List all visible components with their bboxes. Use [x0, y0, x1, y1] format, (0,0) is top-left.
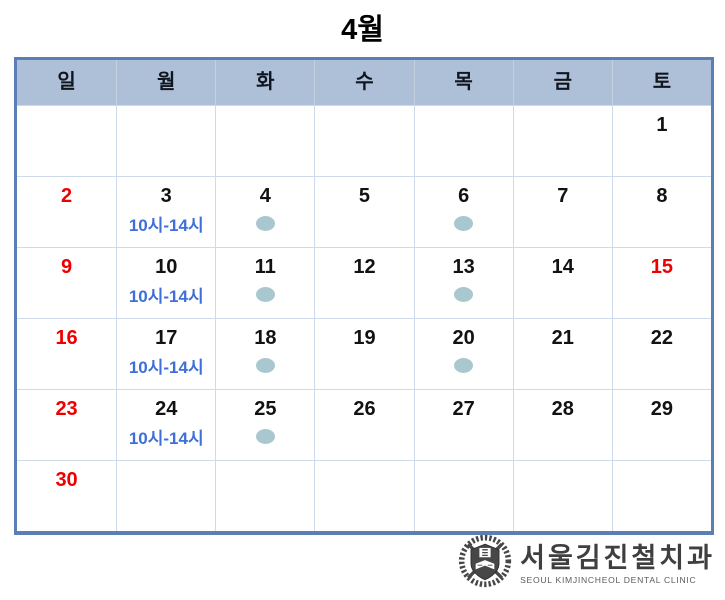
clinic-name-korean: 서울김진철치과 [520, 542, 715, 573]
day-cell-21: 21 [512, 318, 612, 389]
clinic-hours-note: 10시-14시 [128, 358, 204, 377]
day-cell-4: 4 [215, 176, 315, 247]
day-cell-empty [611, 460, 711, 531]
day-cell-3: 3 10시-14시 [116, 176, 216, 247]
day-cell-empty [512, 105, 612, 176]
day-cell-9: 9 [17, 247, 117, 318]
day-cell-empty [17, 105, 117, 176]
date-number: 2 [61, 185, 73, 207]
weekday-header-5: 금 [512, 60, 612, 105]
day-cell-empty [413, 105, 513, 176]
day-cell-24: 24 10시-14시 [116, 389, 216, 460]
clinic-name-block: 서울김진철치과 SEOUL KIMJINCHEOL DENTAL CLINIC [520, 543, 715, 585]
date-number: 16 [55, 327, 78, 349]
clinic-crest-icon [457, 533, 513, 594]
day-cell-20: 20 [413, 318, 513, 389]
day-cell-12: 12 [314, 247, 414, 318]
date-number: 25 [254, 398, 277, 420]
calendar-grid: 1 2 3 10시-14시 4 5 6 7 8 9 10 10시-14시 11 12 13 14 15 16 17 1… [17, 105, 711, 531]
date-number: 26 [353, 398, 376, 420]
date-number: 20 [452, 327, 475, 349]
day-cell-15: 15 [611, 247, 711, 318]
date-number: 18 [254, 327, 277, 349]
weekday-header-1: 월 [116, 60, 215, 105]
day-cell-14: 14 [512, 247, 612, 318]
schedule-dot [255, 358, 275, 373]
date-number: 28 [551, 398, 574, 420]
date-number: 14 [551, 256, 574, 278]
day-cell-10: 10 10시-14시 [116, 247, 216, 318]
clinic-hours-note: 10시-14시 [128, 287, 204, 306]
schedule-dot [454, 287, 474, 302]
date-number: 1 [656, 114, 668, 136]
day-cell-18: 18 [215, 318, 315, 389]
day-cell-25: 25 [215, 389, 315, 460]
day-cell-22: 22 [611, 318, 711, 389]
day-cell-16: 16 [17, 318, 117, 389]
day-cell-17: 17 10시-14시 [116, 318, 216, 389]
date-number: 4 [259, 185, 271, 207]
date-number: 5 [358, 185, 371, 207]
day-cell-30: 30 [17, 460, 117, 531]
date-number: 27 [452, 398, 475, 420]
weekday-header-4: 목 [413, 60, 513, 105]
schedule-dot [255, 429, 275, 444]
weekday-header-2: 화 [215, 60, 314, 105]
day-cell-empty [116, 460, 216, 531]
day-cell-empty [512, 460, 612, 531]
date-number: 12 [353, 256, 376, 278]
day-cell-6: 6 [413, 176, 513, 247]
date-number: 11 [254, 256, 276, 278]
clinic-hours-note: 10시-14시 [128, 429, 204, 448]
date-number: 7 [557, 185, 569, 207]
day-cell-5: 5 [314, 176, 414, 247]
date-number: 17 [155, 327, 178, 349]
date-number: 6 [458, 185, 470, 207]
schedule-dot [454, 358, 474, 373]
date-number: 8 [656, 185, 668, 207]
day-cell-29: 29 [611, 389, 711, 460]
day-cell-27: 27 [413, 389, 513, 460]
day-cell-empty [215, 105, 315, 176]
date-number: 9 [61, 256, 73, 278]
weekday-header-3: 수 [314, 60, 413, 105]
date-number: 3 [160, 185, 172, 207]
date-number: 30 [55, 469, 78, 491]
clinic-logo: 서울김진철치과 SEOUL KIMJINCHEOL DENTAL CLINIC [457, 533, 715, 594]
schedule-dot [255, 216, 275, 231]
day-cell-11: 11 [215, 247, 315, 318]
day-cell-empty [314, 105, 414, 176]
day-cell-empty [215, 460, 315, 531]
day-cell-empty [116, 105, 216, 176]
calendar-month-title: 4월 [341, 14, 384, 46]
date-number: 10 [155, 256, 178, 278]
schedule-dot [454, 216, 474, 231]
date-number: 13 [452, 256, 475, 278]
date-number: 29 [650, 398, 674, 420]
date-number: 24 [155, 398, 178, 420]
day-cell-26: 26 [314, 389, 414, 460]
day-cell-23: 23 [17, 389, 117, 460]
day-cell-7: 7 [512, 176, 612, 247]
day-cell-19: 19 [314, 318, 414, 389]
day-cell-2: 2 [17, 176, 117, 247]
date-number: 19 [353, 327, 376, 349]
day-cell-1: 1 [611, 105, 711, 176]
schedule-dot [255, 287, 275, 302]
date-number: 15 [650, 256, 674, 278]
weekday-header-0: 일 [57, 71, 76, 93]
day-cell-empty [314, 460, 414, 531]
day-cell-28: 28 [512, 389, 612, 460]
day-cell-8: 8 [611, 176, 711, 247]
date-number: 21 [551, 327, 574, 349]
weekday-header-6: 토 [611, 60, 711, 105]
clinic-name-english: SEOUL KIMJINCHEOL DENTAL CLINIC [520, 574, 697, 585]
date-number: 22 [650, 327, 674, 349]
clinic-hours-note: 10시-14시 [128, 216, 204, 235]
day-cell-empty [413, 460, 513, 531]
date-number: 23 [55, 398, 78, 420]
day-cell-13: 13 [413, 247, 513, 318]
